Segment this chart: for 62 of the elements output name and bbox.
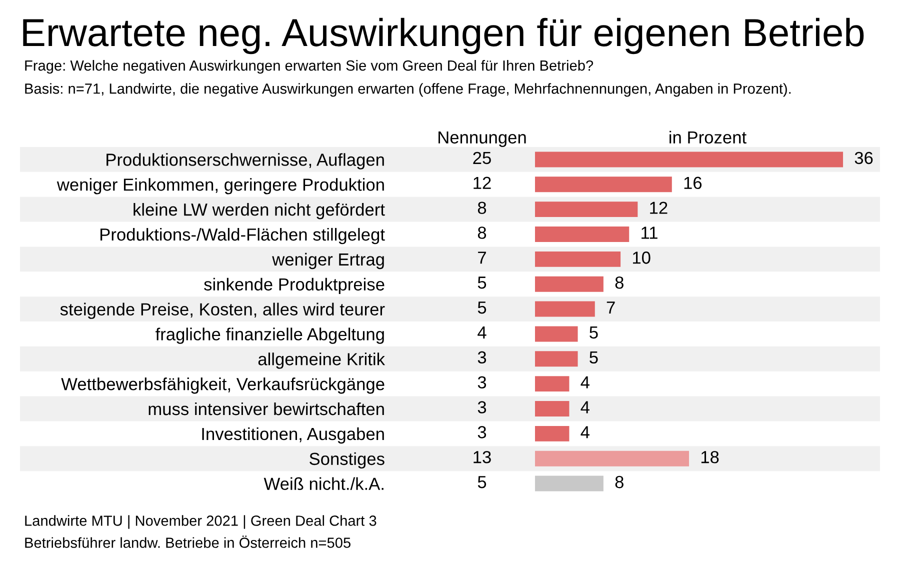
y-tick-label: Weiß nicht./k.A. xyxy=(264,477,384,490)
text: Betriebsführer landw. Betriebe in Österreich n=505 xyxy=(25,536,350,548)
bar xyxy=(535,301,595,317)
y-tick-label: allgemeine Kritik xyxy=(258,352,386,369)
bar xyxy=(535,401,570,416)
data-label: 16 xyxy=(684,176,702,190)
data-label: 13 xyxy=(474,450,491,464)
data-label: 3 xyxy=(478,426,486,438)
data-label: 4 xyxy=(580,401,590,414)
y-tick-label: Investitionen, Ausgaben xyxy=(202,427,384,444)
data-label: 3 xyxy=(478,376,486,388)
bar xyxy=(535,276,604,292)
data-label: 8 xyxy=(478,202,486,214)
data-label: 5 xyxy=(478,476,486,488)
data-label: 3 xyxy=(478,351,486,364)
data-label: 3 xyxy=(478,401,486,414)
data-label: 4 xyxy=(580,426,590,438)
data-label: 12 xyxy=(650,202,668,214)
bar xyxy=(535,326,578,342)
text: Nennungen xyxy=(438,131,526,147)
bar xyxy=(535,476,604,492)
y-tick-label: sinkende Produktpreise xyxy=(204,278,384,294)
data-label: 4 xyxy=(580,376,590,388)
y-tick-label: steigende Preise, Kosten, alles wird teurer xyxy=(60,302,385,319)
data-label: 36 xyxy=(854,152,873,164)
data-label: 5 xyxy=(590,351,598,364)
data-label: 7 xyxy=(606,302,615,314)
text: Frage: Welche negativen Auswirkungen erwarten Sie vom Green Deal für Ihren Betrieb? Basis: n=71, Landwirte, die negative Auswirkungen erwarten (offene Frage, Mehrfachnennungen, Angaben in Prozent). xyxy=(25,60,791,97)
bar xyxy=(535,152,844,168)
bar xyxy=(535,351,578,367)
y-tick-label: Produktions-/Wald-Flächen stillgelegt xyxy=(100,228,385,244)
data-label: 11 xyxy=(642,226,658,239)
data-label: 12 xyxy=(474,176,491,189)
y-tick-label: Produktionserschwernisse, Auflagen xyxy=(106,153,384,170)
data-label: 8 xyxy=(615,476,624,488)
bar xyxy=(535,226,630,242)
y-tick-label: kleine LW werden nicht gefördert xyxy=(134,203,385,220)
y-tick-label: weniger Ertrag xyxy=(272,252,384,270)
bar xyxy=(535,251,621,267)
bar xyxy=(535,426,570,442)
y-tick-label: weniger Einkommen, geringere Produktion xyxy=(56,178,384,194)
text: Landwirte MTU | November 2021 | Green Deal Chart 3 xyxy=(25,515,376,529)
y-tick-label: fragliche finanzielle Abgeltung xyxy=(156,328,384,344)
data-label: 8 xyxy=(615,276,624,289)
y-tick-label: muss intensiver bewirtschaften xyxy=(148,402,384,416)
data-label: 25 xyxy=(473,152,491,164)
bar xyxy=(535,376,570,392)
data-label: 5 xyxy=(478,302,486,314)
bar xyxy=(535,202,638,218)
data-label: 8 xyxy=(478,226,486,239)
data-label: 18 xyxy=(701,450,719,464)
data-label: 5 xyxy=(590,326,598,339)
data-label: 10 xyxy=(633,252,650,264)
bar xyxy=(535,450,690,466)
data-label: 5 xyxy=(478,276,486,289)
data-label: 7 xyxy=(478,252,486,264)
y-tick-label: Wettbewerbsfähigkeit, Verkaufsrückgänge xyxy=(61,378,384,394)
bar xyxy=(535,176,672,192)
data-label: 4 xyxy=(478,326,486,338)
chart-title: in Prozent xyxy=(670,130,746,144)
text: Erwartete neg. Auswirkungen für eigenen Betrieb xyxy=(23,18,864,54)
y-tick-label: Sonstiges xyxy=(310,452,384,468)
